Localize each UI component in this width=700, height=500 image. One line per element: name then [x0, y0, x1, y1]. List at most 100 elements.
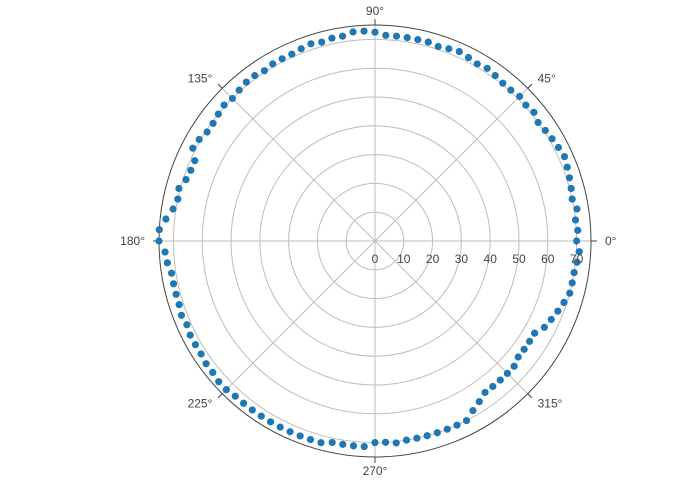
data-point: [306, 435, 315, 444]
data-point: [548, 135, 556, 143]
scatter-points: [155, 27, 583, 451]
data-point: [197, 350, 205, 358]
data-point: [186, 331, 194, 339]
data-point: [525, 337, 534, 345]
data-point: [172, 290, 180, 298]
data-point: [242, 78, 250, 86]
data-point: [481, 388, 489, 397]
angular-tick-label: 315°: [538, 397, 563, 411]
data-point: [215, 378, 223, 386]
data-point: [570, 268, 578, 277]
data-point: [269, 60, 277, 68]
data-point: [288, 50, 296, 58]
data-point: [161, 248, 169, 256]
angular-tick-225: [217, 393, 223, 399]
angular-grid-line-225: [221, 240, 376, 395]
data-point: [462, 417, 471, 425]
data-point: [382, 31, 390, 39]
data-point: [220, 101, 228, 109]
data-point: [296, 432, 304, 440]
data-point: [475, 398, 483, 406]
data-point: [183, 321, 191, 329]
data-point: [571, 216, 580, 224]
data-point: [260, 67, 269, 75]
data-point: [360, 443, 368, 451]
angular-tick-135: [217, 83, 223, 89]
data-point: [403, 34, 411, 42]
data-point: [318, 38, 326, 46]
data-point: [565, 174, 574, 182]
data-point: [349, 442, 358, 450]
data-point: [248, 406, 256, 414]
data-point: [209, 119, 217, 127]
data-point: [453, 421, 461, 429]
data-point: [189, 144, 197, 152]
data-point: [371, 439, 379, 447]
data-point: [413, 434, 421, 442]
data-point: [203, 128, 211, 136]
data-point: [560, 153, 569, 161]
data-point: [522, 101, 530, 109]
data-point: [338, 32, 347, 40]
data-point: [214, 110, 222, 118]
data-point: [267, 418, 275, 426]
data-point: [209, 368, 217, 376]
data-point: [235, 86, 243, 94]
data-point: [317, 439, 325, 447]
data-point: [541, 126, 549, 135]
angular-tick-label: 0°: [605, 234, 617, 248]
polar-grid: [153, 19, 597, 463]
data-point: [162, 215, 170, 223]
data-point: [257, 412, 265, 420]
radial-tick-label: 50: [512, 252, 526, 266]
data-point: [491, 71, 499, 80]
data-point: [531, 329, 539, 337]
radial-tick-label: 20: [426, 252, 440, 266]
data-point: [191, 157, 199, 165]
radial-tick-label: 60: [541, 252, 555, 266]
angular-tick-label: 45°: [538, 71, 556, 85]
data-point: [276, 423, 284, 431]
data-point: [568, 195, 576, 203]
angular-grid-line-315: [374, 240, 529, 395]
angular-tick-label: 90°: [366, 4, 384, 18]
data-point: [187, 166, 195, 174]
data-point: [489, 382, 497, 391]
data-point: [168, 269, 176, 277]
data-point: [573, 258, 581, 266]
data-point: [175, 184, 183, 193]
data-point: [228, 94, 237, 103]
data-point: [560, 298, 568, 307]
angular-tick-45: [527, 83, 533, 89]
data-point: [297, 45, 305, 53]
data-point: [496, 376, 504, 384]
angular-grid-line-45: [374, 87, 529, 242]
data-point: [191, 341, 200, 349]
data-point: [507, 86, 515, 94]
data-point: [251, 71, 259, 80]
data-point: [568, 279, 576, 287]
data-point: [566, 289, 574, 297]
data-point: [514, 353, 522, 361]
data-point: [443, 425, 451, 433]
data-point: [177, 311, 186, 319]
data-point: [339, 440, 347, 448]
data-point: [414, 35, 422, 44]
data-point: [163, 259, 171, 267]
radial-tick-label: 10: [397, 252, 411, 266]
data-point: [182, 175, 190, 184]
data-point: [574, 226, 582, 234]
data-point: [169, 280, 178, 288]
data-point: [278, 55, 286, 63]
data-point: [534, 118, 542, 127]
data-point: [195, 135, 203, 144]
data-point: [402, 436, 411, 444]
data-point: [510, 362, 518, 370]
data-point: [307, 40, 315, 48]
data-point: [381, 438, 390, 446]
data-point: [349, 28, 357, 36]
data-point: [424, 38, 432, 46]
data-point: [328, 438, 336, 447]
radial-tick-label: 30: [455, 252, 469, 266]
